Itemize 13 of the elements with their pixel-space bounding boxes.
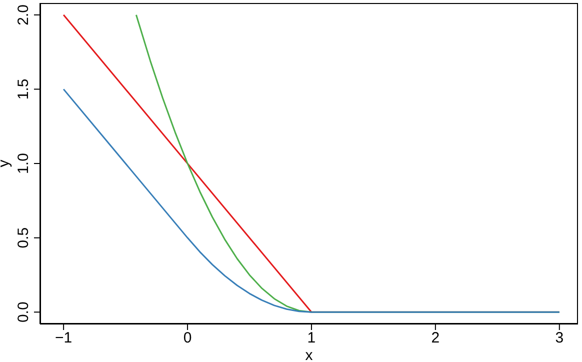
x-tick-label: −1	[55, 330, 72, 347]
y-tick-label: 0.5	[15, 227, 32, 248]
y-tick-label: 2.0	[15, 4, 32, 26]
x-axis-title: x	[305, 347, 314, 362]
y-tick-label: 1.0	[15, 153, 32, 174]
y-tick-label: 0.0	[15, 302, 32, 323]
y-axis-title: y	[0, 159, 12, 168]
line-series	[62, 88, 560, 313]
y-tick-label: 1.5	[15, 78, 32, 100]
x-tick-label: 0	[183, 330, 192, 347]
x-tick-label: 1	[307, 330, 316, 347]
x-tick-label: 2	[431, 330, 440, 347]
x-tick-label: 3	[555, 330, 564, 347]
